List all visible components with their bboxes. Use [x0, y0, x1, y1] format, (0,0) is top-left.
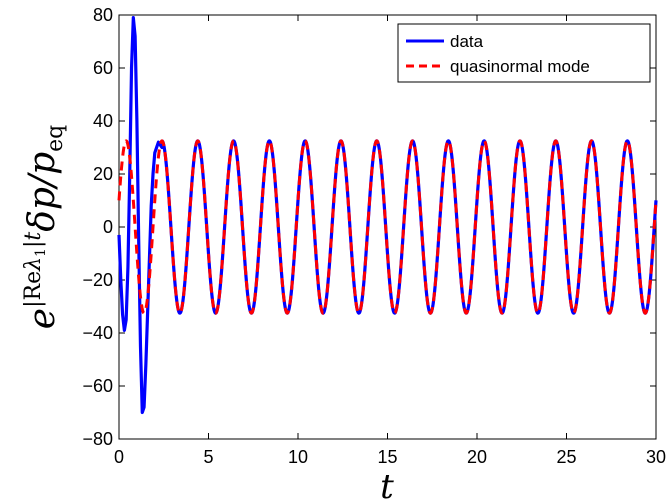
x-tick-label: 10: [288, 447, 308, 467]
y-axis-title-body-sub: eq: [43, 125, 68, 152]
plot-area: [118, 14, 657, 440]
y-axis-title-base: e: [22, 308, 63, 329]
y-tick-label: −20: [82, 270, 113, 290]
y-tick-label: 0: [103, 217, 113, 237]
y-tick-label: 60: [93, 58, 113, 78]
y-axis-title-exp-open: |: [21, 301, 46, 308]
y-axis-title-body: δp/p: [22, 152, 63, 232]
x-tick-label: 0: [114, 447, 124, 467]
legend-label-quasinormal-mode: quasinormal mode: [450, 57, 590, 76]
y-axis-title-exp-close: |t: [21, 232, 46, 248]
y-tick-label: 20: [93, 164, 113, 184]
x-tick-label: 20: [467, 447, 487, 467]
tick-labels: 0 5 10 15 20 25 30 −80 −60 −40 −20 0 20 40 60 80: [82, 5, 666, 467]
x-tick-label: 25: [556, 447, 576, 467]
y-tick-label: 40: [93, 111, 113, 131]
x-tick-label: 5: [203, 447, 213, 467]
y-axis-title-exp-re: Re: [21, 271, 46, 301]
x-tick-label: 30: [646, 447, 666, 467]
y-tick-label: −60: [82, 376, 113, 396]
y-tick-label: −40: [82, 323, 113, 343]
y-tick-label: 80: [93, 5, 113, 25]
y-axis-title: e|Reλ1|tδp/peq: [21, 125, 68, 329]
legend-label-data: data: [450, 32, 484, 51]
y-axis-title-exp-lambda: λ: [21, 257, 46, 272]
plot-lines: [117, 16, 658, 415]
legend-box: [397, 23, 651, 83]
legend: data quasinormal mode: [397, 23, 651, 83]
x-tick-label: 15: [377, 447, 397, 467]
y-tick-label: −80: [82, 429, 113, 449]
y-axis-title-exp-sub: 1: [33, 248, 49, 257]
x-axis-title: t: [380, 467, 394, 504]
